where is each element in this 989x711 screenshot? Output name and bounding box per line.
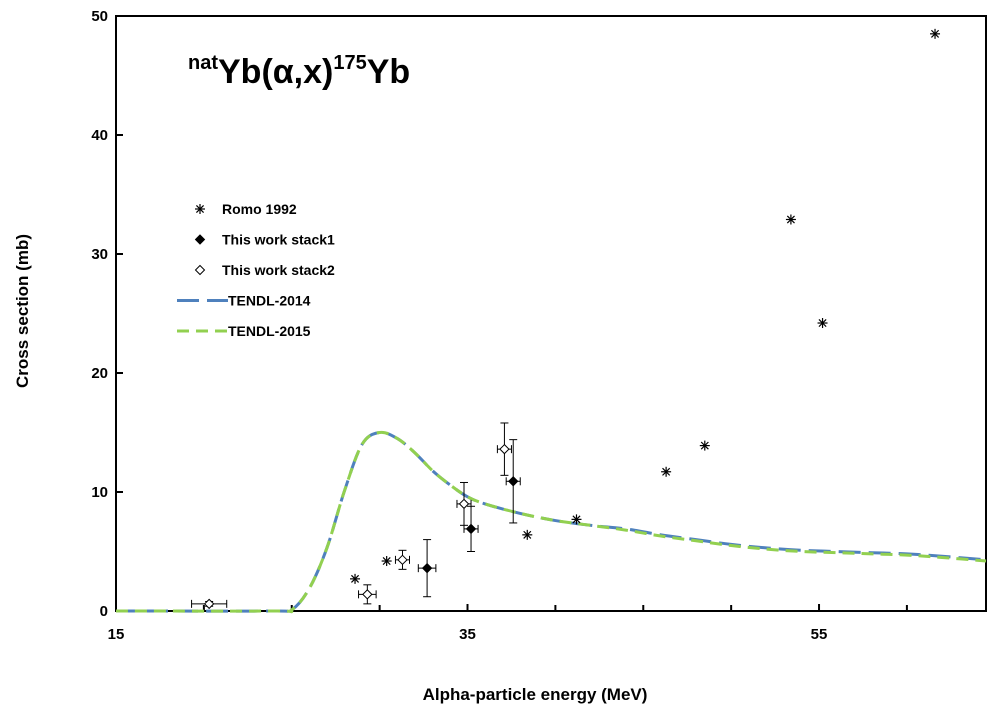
legend-item: TENDL-2014	[177, 293, 311, 309]
tendl-2014-curve	[115, 430, 987, 614]
y-tick-label: 20	[91, 365, 108, 382]
legend-label: TENDL-2014	[228, 293, 311, 309]
romo-1992-point	[350, 573, 361, 584]
title-reaction: (α,x)	[261, 53, 334, 91]
y-tick-label: 10	[91, 484, 108, 501]
legend-label: Romo 1992	[222, 201, 297, 217]
marker-stroke	[662, 467, 671, 476]
axis-ticks: 0 10 20 30 40 50 15 35 55	[91, 8, 908, 643]
chart-title: natYb(α,x)175Yb	[188, 52, 410, 92]
legend-label: TENDL-2015	[228, 323, 311, 339]
y-tick-label: 40	[91, 127, 108, 144]
marker-stroke	[195, 204, 205, 214]
legend-item: TENDL-2015	[177, 323, 311, 339]
y-axis-label: Cross section (mb)	[13, 234, 32, 388]
marker-stroke	[786, 215, 795, 224]
legend-item: This work stack1	[194, 232, 335, 248]
plot-axes	[115, 15, 987, 612]
romo-1992-point	[930, 28, 941, 39]
y-tick-label: 30	[91, 246, 108, 263]
stack1-point	[465, 523, 477, 535]
legend-item: This work stack2	[194, 262, 335, 278]
plot-frame	[115, 15, 987, 612]
legend-label: This work stack2	[222, 262, 335, 278]
marker-stroke	[818, 318, 827, 328]
x-axis-label: Alpha-particle energy (MeV)	[423, 685, 648, 704]
marker-stroke	[572, 515, 581, 524]
stack2-point	[397, 554, 408, 566]
title-pre-superscript: nat	[188, 52, 218, 74]
title-product: Yb	[366, 53, 411, 91]
marker-stroke	[700, 441, 709, 450]
stack2-point	[203, 598, 215, 610]
legend: Romo 1992 This work stack1 This work stack…	[177, 201, 335, 339]
title-element: Yb	[218, 53, 262, 91]
y-tick-label: 0	[100, 603, 108, 620]
marker-stroke	[931, 29, 940, 38]
stack1-point	[421, 562, 433, 574]
x-tick-label: 15	[108, 626, 125, 643]
romo-1992-point	[699, 440, 710, 451]
x-tick-label: 35	[459, 626, 476, 643]
stack2-point	[362, 589, 373, 600]
stack2-point	[458, 498, 470, 510]
model-curves	[115, 430, 987, 614]
romo-1992-point	[381, 556, 392, 567]
y-tick-label: 50	[91, 8, 108, 25]
x-tick-label: 55	[811, 626, 828, 643]
data-points	[191, 28, 941, 610]
romo-1992-point	[571, 514, 582, 525]
legend-marker	[194, 264, 206, 276]
legend-marker	[194, 234, 206, 245]
romo-1992-point	[817, 318, 828, 329]
title-product-superscript: 175	[333, 52, 367, 74]
stack2-point	[499, 443, 510, 455]
romo-1992-point	[785, 214, 796, 225]
marker-stroke	[351, 574, 360, 583]
romo-1992-point	[522, 529, 533, 540]
legend-marker	[195, 204, 205, 214]
romo-1992-point	[661, 466, 672, 477]
tendl-2015-curve	[115, 430, 987, 614]
marker-stroke	[382, 556, 391, 566]
stack1-point	[508, 476, 519, 487]
legend-label: This work stack1	[222, 232, 335, 248]
marker-stroke	[523, 530, 532, 539]
legend-item: Romo 1992	[195, 201, 297, 217]
